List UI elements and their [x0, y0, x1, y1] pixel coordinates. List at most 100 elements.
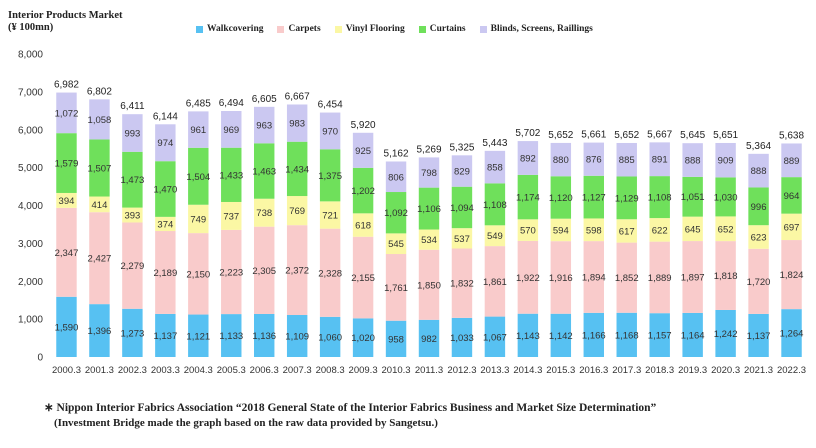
bar-segment-blinds-screens-raillings: [649, 142, 670, 177]
data-label: 963: [256, 121, 272, 132]
data-label: 1,092: [384, 208, 408, 219]
data-label: 888: [685, 156, 701, 167]
total-label: 5,364: [746, 141, 771, 152]
y-tick-label: 4,000: [18, 201, 43, 212]
bar-segment-vinyl-flooring: [56, 192, 77, 208]
bar-segment-carpets: [122, 222, 143, 309]
bar-segment-vinyl-flooring: [122, 207, 143, 223]
total-label: 6,144: [153, 111, 178, 122]
bar-segment-walkcovering: [188, 314, 209, 357]
data-label: 888: [751, 166, 767, 177]
data-label: 1,396: [88, 326, 112, 337]
data-label: 969: [223, 125, 239, 136]
legend-item-blinds-screens-raillings: Blinds, Screens, Raillings: [479, 24, 593, 34]
bar-segment-blinds-screens-raillings: [451, 155, 473, 187]
y-tick-label: 7,000: [18, 87, 43, 98]
bar-segment-carpets: [418, 249, 440, 320]
data-label: 749: [190, 214, 206, 225]
stacked-bar-chart: 0 1,000 2,000 3,000 4,000 5,000 6,000 7,000 8,00…: [18, 50, 806, 377]
bar-segment-curtains: [649, 176, 670, 219]
data-label: 697: [784, 222, 800, 233]
data-label: 2,347: [55, 248, 79, 259]
data-label: 829: [454, 167, 470, 178]
legend-swatch: [277, 25, 285, 33]
bar-segment-carpets: [781, 240, 802, 310]
data-label: 414: [92, 200, 108, 211]
bar-segment-walkcovering: [649, 313, 670, 357]
bar-segment-carpets: [385, 254, 407, 321]
x-tick-label: 2009.3: [349, 365, 378, 376]
bar-segment-curtains: [319, 149, 341, 202]
x-tick-label: 2021.3: [744, 365, 773, 376]
source-note-line2: (Investment Bridge made the graph based …: [54, 417, 438, 429]
data-label: 534: [421, 235, 437, 246]
data-label: 1,375: [318, 171, 342, 182]
bar-segment-vinyl-flooring: [286, 196, 308, 226]
bar-segment-walkcovering: [550, 313, 572, 357]
bar-segment-curtains: [155, 161, 176, 217]
data-label: 652: [718, 224, 734, 235]
bar-segment-walkcovering: [89, 304, 110, 357]
bar-segment-walkcovering: [583, 312, 604, 357]
data-label: 889: [784, 156, 800, 167]
bar-segment-carpets: [319, 228, 341, 317]
data-label: 1,852: [615, 273, 639, 284]
x-tick-label: 2003.3: [151, 365, 180, 376]
total-label: 6,667: [285, 91, 310, 102]
bar-segment-walkcovering: [155, 313, 176, 357]
data-label: 1,922: [516, 273, 540, 284]
x-tick-label: 2000.3: [52, 365, 81, 376]
y-tick-label: 0: [37, 353, 43, 364]
bar-segment-carpets: [616, 242, 637, 313]
x-tick-label: 2001.3: [85, 365, 114, 376]
bar-segment-vinyl-flooring: [418, 229, 440, 250]
total-label: 6,802: [87, 86, 112, 97]
bar-segment-vinyl-flooring: [517, 219, 539, 241]
bar-segment-carpets: [221, 229, 242, 315]
bar-segment-blinds-screens-raillings: [583, 142, 604, 176]
data-label: 1,060: [318, 332, 342, 343]
data-label: 1,143: [516, 331, 540, 342]
bar-segment-walkcovering: [682, 312, 703, 357]
bar-segment-curtains: [715, 177, 736, 217]
data-label: 958: [388, 334, 404, 345]
total-label: 5,702: [515, 128, 540, 139]
bar-segment-blinds-screens-raillings: [352, 132, 374, 168]
data-label: 2,223: [219, 267, 243, 278]
data-label: 983: [289, 119, 305, 130]
data-label: 1,094: [450, 203, 474, 214]
bar-segment-carpets: [649, 241, 670, 314]
data-label: 1,470: [153, 185, 177, 196]
bar-segment-curtains: [616, 176, 637, 220]
data-label: 1,120: [549, 193, 573, 204]
x-tick-label: 2012.3: [447, 365, 476, 376]
total-label: 5,920: [351, 120, 376, 131]
legend-item-carpets: Carpets: [277, 24, 321, 34]
bar-segment-blinds-screens-raillings: [56, 92, 77, 134]
data-label: 996: [751, 202, 767, 213]
bar-segment-curtains: [451, 186, 473, 229]
data-label: 982: [421, 334, 437, 345]
x-tick-label: 2002.3: [118, 365, 147, 376]
total-label: 5,162: [384, 148, 409, 159]
data-label: 537: [454, 234, 470, 245]
legend-item-curtains: Curtains: [418, 24, 466, 34]
bar-segment-walkcovering: [517, 313, 539, 357]
data-label: 721: [322, 211, 338, 222]
bar-segment-blinds-screens-raillings: [484, 150, 506, 184]
data-label: 993: [124, 128, 140, 139]
bar-segment-walkcovering: [385, 320, 407, 357]
bar-segment-walkcovering: [56, 296, 77, 357]
bar-segment-carpets: [682, 241, 703, 313]
bar-segment-walkcovering: [451, 317, 473, 357]
total-label: 5,645: [680, 130, 705, 141]
bar-segment-walkcovering: [484, 316, 506, 357]
data-label: 1,121: [186, 331, 210, 342]
bar-segment-vinyl-flooring: [616, 219, 637, 243]
bar-segment-carpets: [715, 241, 736, 310]
data-label: 549: [487, 231, 503, 242]
data-label: 1,058: [88, 115, 112, 126]
bar-segment-vinyl-flooring: [89, 196, 110, 213]
data-label: 1,030: [714, 192, 738, 203]
data-label: 1,067: [483, 332, 507, 343]
